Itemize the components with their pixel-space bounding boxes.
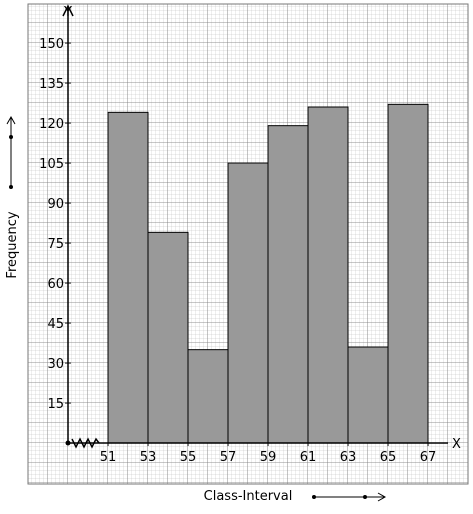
y-tick-label: 15 xyxy=(47,397,64,412)
y-tick-label: 150 xyxy=(39,37,64,52)
origin xyxy=(65,440,71,446)
y-tick-label: 90 xyxy=(47,197,64,212)
x-tick-label: 55 xyxy=(180,450,197,465)
y-tick-label: 135 xyxy=(39,77,64,92)
x-tick-label: 65 xyxy=(380,450,397,465)
y-arrow xyxy=(62,4,74,17)
bar xyxy=(187,349,229,444)
y-axis-label: Frequency xyxy=(5,211,20,278)
x-tick-label: 67 xyxy=(420,450,437,465)
bar xyxy=(147,231,189,444)
x-axis-label: Class-Interval xyxy=(204,489,293,504)
x-tick-label: 61 xyxy=(300,450,317,465)
y-tick-label: 60 xyxy=(47,277,64,292)
y-tick-label: 45 xyxy=(47,317,64,332)
y-tick-label: 105 xyxy=(39,157,64,172)
bar xyxy=(347,346,389,444)
bar xyxy=(107,111,149,444)
bar xyxy=(227,162,269,444)
plot: 51 53 55 57 59 61 63 65 67 xyxy=(100,103,437,465)
x-label-arrow xyxy=(312,492,387,502)
y-tick-label: 75 xyxy=(47,237,64,252)
x-tick-label: 57 xyxy=(220,450,237,465)
y-axis-name: Y xyxy=(63,5,72,20)
x-tick-label: 53 xyxy=(140,450,157,465)
x-axis-name: X xyxy=(452,437,461,452)
y-tick-label: 120 xyxy=(39,117,64,132)
axis-break xyxy=(71,437,100,449)
x-tick-label: 51 xyxy=(100,450,117,465)
y-tick-label: 30 xyxy=(47,357,64,372)
x-tick-label: 63 xyxy=(340,450,357,465)
x-tick-label: 59 xyxy=(260,450,277,465)
bar xyxy=(307,106,349,444)
y-label-arrow xyxy=(6,115,16,189)
bar xyxy=(267,125,309,444)
bar xyxy=(387,103,429,444)
